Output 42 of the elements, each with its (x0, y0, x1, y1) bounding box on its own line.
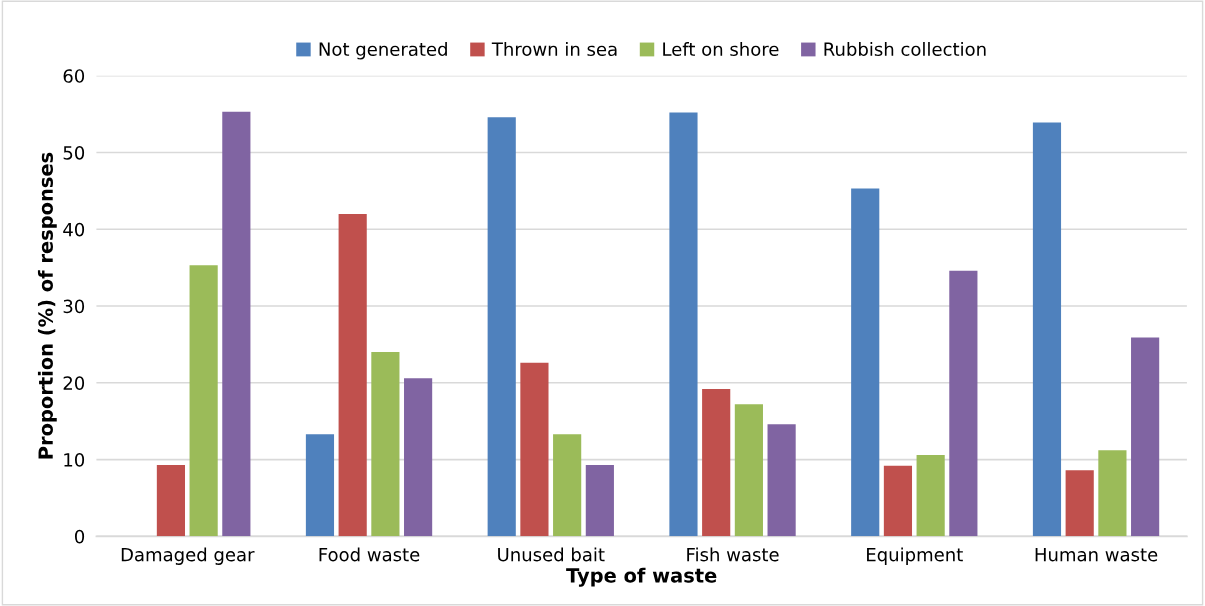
bar (702, 388, 731, 537)
bar (1098, 450, 1127, 537)
bar (404, 378, 433, 537)
legend-label: Rubbish collection (824, 42, 986, 56)
y-tick-label: 10 (64, 453, 85, 467)
y-tick-label: 30 (63, 299, 85, 314)
bar (305, 434, 335, 537)
x-axis-title: Type of waste (566, 567, 717, 587)
bar (1065, 470, 1094, 537)
legend-label: Left on shore (663, 42, 779, 56)
bar (851, 188, 880, 537)
bar (371, 352, 400, 537)
x-tick-label: Food waste (319, 547, 420, 562)
bar (1131, 337, 1160, 537)
bar (669, 112, 698, 537)
y-axis-title: Proportion (%) of responses (37, 152, 57, 459)
x-tick-label: Equipment (867, 547, 963, 565)
x-tick-label: Unused bait (498, 547, 605, 562)
y-tick-label: 50 (63, 145, 85, 160)
bar (734, 404, 763, 537)
y-tick-label: 40 (63, 222, 85, 237)
bar (916, 454, 945, 537)
bar (585, 464, 614, 537)
x-tick-label: Fish waste (687, 547, 779, 562)
legend-label: Thrown in sea (491, 42, 617, 56)
bar (156, 464, 186, 537)
bar (520, 362, 549, 537)
x-tick-label: Human waste (1035, 547, 1158, 562)
legend-label: Not generated (319, 42, 447, 60)
bar (222, 111, 251, 537)
bar (553, 434, 582, 537)
bar (949, 270, 978, 537)
bar (189, 265, 218, 537)
bar (487, 117, 516, 537)
bar (883, 465, 913, 537)
y-tick-label: 20 (63, 376, 85, 390)
x-tick-label: Damaged gear (121, 547, 255, 565)
bar (767, 424, 796, 537)
bar (1032, 122, 1062, 537)
y-tick-label: 0 (74, 529, 85, 544)
y-tick-label: 60 (63, 69, 85, 83)
bar (338, 213, 367, 537)
